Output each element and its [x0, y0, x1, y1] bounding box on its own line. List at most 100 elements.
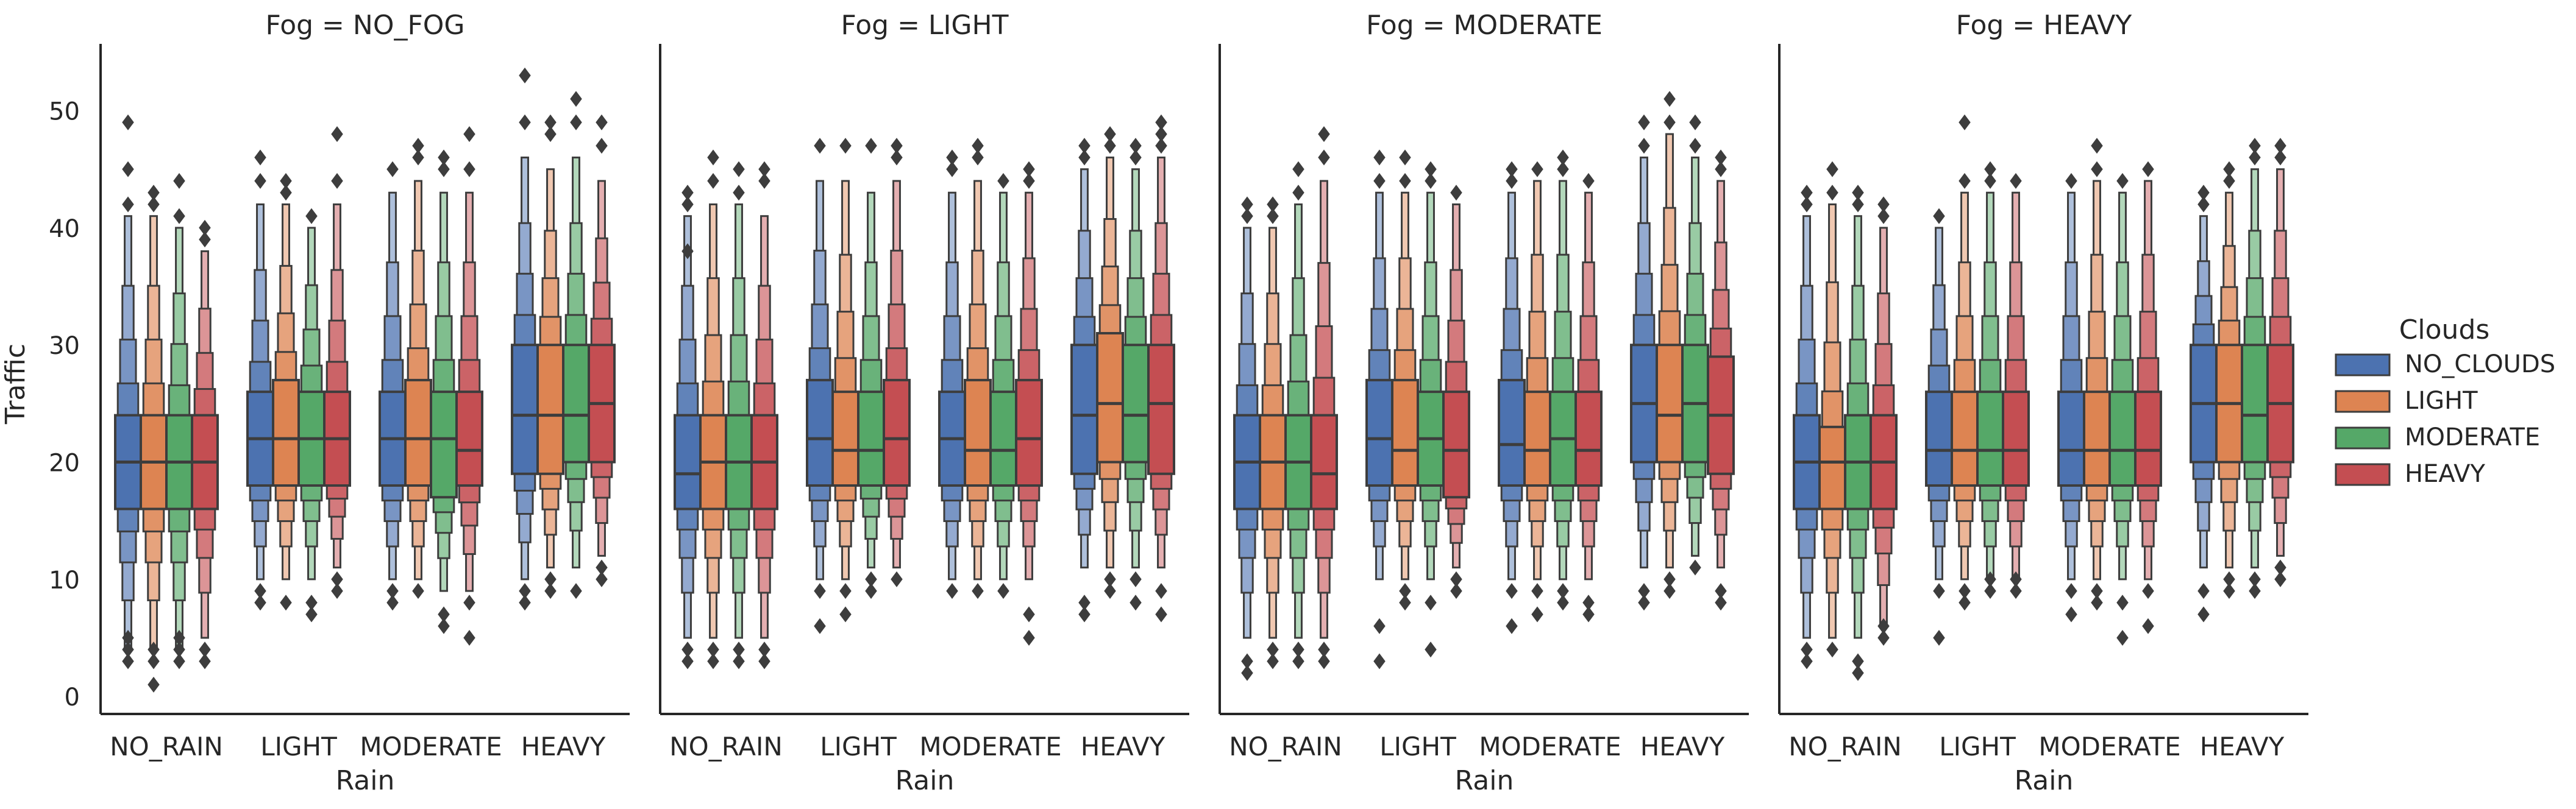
outlier-point: [758, 641, 770, 658]
outlier-point: [1557, 161, 1569, 177]
outlier-point: [1130, 138, 1142, 154]
outlier-point: [681, 185, 694, 201]
boxen-element: [964, 138, 992, 599]
outlier-point: [1399, 583, 1411, 599]
outlier-point: [1663, 583, 1676, 599]
legend-label: HEAVY: [2405, 460, 2486, 488]
outlier-point: [839, 606, 852, 623]
outlier-point: [891, 571, 903, 587]
boxen-element: [404, 138, 432, 599]
outlier-point: [1877, 208, 1890, 224]
iqr-box: [404, 378, 432, 487]
outlier-point: [173, 173, 185, 189]
outlier-point: [1373, 149, 1386, 166]
iqr-box: [883, 378, 911, 487]
outlier-point: [1078, 606, 1091, 623]
iqr-box: [430, 390, 458, 499]
outlier-point: [173, 653, 185, 669]
outlier-point: [1155, 583, 1167, 599]
boxen-element: [379, 161, 407, 611]
outlier-point: [2091, 583, 2103, 599]
x-tick-label: HEAVY: [2200, 732, 2285, 761]
outlier-point: [865, 138, 877, 154]
boxen-element: [588, 114, 616, 587]
outlier-point: [570, 114, 582, 130]
outlier-point: [1531, 583, 1543, 599]
outlier-point: [1531, 161, 1543, 177]
outlier-point: [596, 138, 608, 154]
boxen-element: [1015, 161, 1043, 646]
boxen-element: [1310, 126, 1338, 669]
iqr-box: [1147, 344, 1175, 475]
outlier-point: [1292, 185, 1304, 201]
outlier-point: [1959, 583, 1971, 599]
boxen-element: [1656, 91, 1684, 599]
outlier-point: [2091, 595, 2103, 611]
iqr-box: [1015, 378, 1043, 487]
outlier-point: [1877, 196, 1890, 213]
outlier-point: [254, 583, 266, 599]
outlier-point: [596, 114, 608, 130]
outlier-point: [463, 595, 475, 611]
outlier-point: [1638, 114, 1650, 130]
boxen-element: [1070, 138, 1098, 623]
outlier-point: [1715, 149, 1727, 166]
outlier-point: [681, 196, 694, 213]
outlier-point: [1801, 641, 1813, 658]
outlier-point: [2091, 138, 2103, 154]
outlier-point: [891, 138, 903, 154]
outlier-point: [1826, 185, 1838, 201]
outlier-point: [758, 173, 770, 189]
outlier-point: [173, 208, 185, 224]
x-axis-label: Rain: [336, 765, 395, 796]
outlier-point: [1689, 559, 1701, 576]
outlier-point: [1318, 126, 1330, 143]
boxen-element: [140, 185, 168, 693]
outlier-point: [2010, 173, 2022, 189]
outlier-point: [1877, 618, 1890, 634]
outlier-point: [2065, 173, 2077, 189]
boxen-element: [2241, 138, 2269, 599]
outlier-point: [1984, 161, 1996, 177]
boxen-element: [1707, 149, 1735, 611]
iqr-box: [1925, 390, 1953, 487]
outlier-point: [2274, 559, 2286, 576]
outlier-point: [1399, 149, 1411, 166]
outlier-point: [463, 161, 475, 177]
outlier-point: [254, 595, 266, 611]
outlier-point: [1104, 583, 1116, 599]
outlier-point: [681, 243, 694, 260]
iqr-box: [1391, 378, 1419, 487]
y-tick-label: 20: [49, 450, 80, 478]
boxen-element: [165, 173, 193, 669]
legend-label: MODERATE: [2405, 423, 2540, 451]
outlier-point: [254, 149, 266, 166]
x-tick-label: HEAVY: [1640, 732, 1725, 761]
boxen-element: [1233, 196, 1261, 681]
outlier-point: [2116, 630, 2129, 646]
outlier-point: [280, 173, 292, 189]
outlier-point: [1318, 149, 1330, 166]
outlier-point: [1023, 173, 1035, 189]
legend-label: NO_CLOUDS: [2405, 350, 2555, 378]
outlier-point: [1023, 161, 1035, 177]
outlier-point: [570, 91, 582, 107]
outlier-point: [148, 641, 160, 658]
outlier-point: [1023, 630, 1035, 646]
outlier-point: [1663, 114, 1676, 130]
outlier-point: [199, 219, 211, 236]
outlier-point: [438, 618, 450, 634]
outlier-point: [1130, 595, 1142, 611]
outlier-point: [2116, 173, 2129, 189]
iqr-box: [272, 378, 300, 487]
outlier-point: [2197, 606, 2210, 623]
outlier-point: [814, 618, 826, 634]
outlier-point: [331, 583, 343, 599]
boxen-element: [536, 114, 564, 599]
outlier-point: [865, 571, 877, 587]
outlier-point: [280, 595, 292, 611]
outlier-point: [1531, 606, 1543, 623]
boxen-element: [1284, 161, 1312, 669]
outlier-point: [707, 173, 719, 189]
